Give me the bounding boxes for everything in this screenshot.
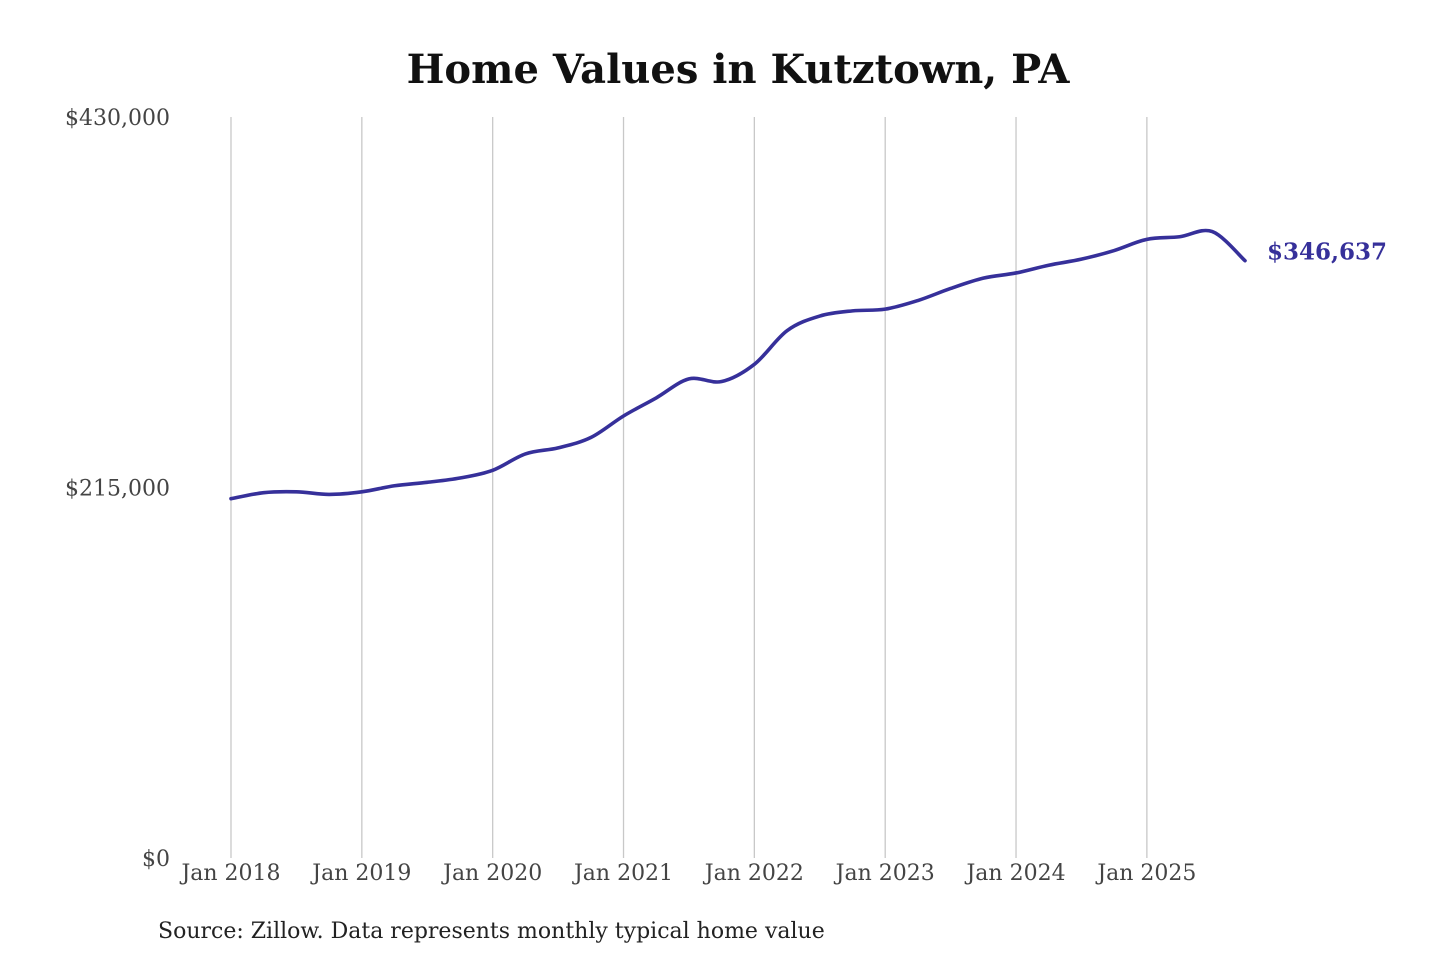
x-tick-label: Jan 2019 bbox=[310, 861, 411, 886]
x-tick-label: Jan 2024 bbox=[964, 861, 1065, 886]
data-point bbox=[393, 484, 397, 488]
end-value-label: $346,637 bbox=[1267, 239, 1387, 266]
data-point bbox=[1047, 263, 1051, 267]
data-point bbox=[949, 286, 953, 290]
data-point bbox=[556, 446, 560, 450]
data-point bbox=[785, 329, 789, 333]
series-line bbox=[229, 228, 1247, 501]
chart-title: Home Values in Kutztown, PA bbox=[407, 46, 1071, 93]
source-note: Source: Zillow. Data represents monthly … bbox=[158, 919, 825, 944]
data-point bbox=[1243, 259, 1247, 263]
data-point bbox=[458, 476, 462, 480]
data-point bbox=[1145, 237, 1149, 241]
data-point bbox=[850, 309, 854, 313]
data-point bbox=[1112, 249, 1116, 253]
data-point bbox=[229, 497, 233, 501]
grid-lines bbox=[230, 117, 1148, 858]
y-tick-label: $0 bbox=[142, 847, 170, 872]
data-point bbox=[262, 491, 266, 495]
data-point bbox=[1210, 230, 1214, 234]
data-point bbox=[294, 490, 298, 494]
y-axis-ticks: $0 $215,000 $430,000 bbox=[65, 106, 170, 872]
data-point bbox=[883, 307, 887, 311]
data-point bbox=[654, 396, 658, 400]
data-point bbox=[687, 377, 691, 381]
data-point bbox=[1079, 257, 1083, 261]
data-point bbox=[360, 490, 364, 494]
data-point bbox=[818, 314, 822, 318]
data-point bbox=[622, 414, 626, 418]
x-tick-label: Jan 2025 bbox=[1095, 861, 1196, 886]
x-tick-label: Jan 2018 bbox=[179, 861, 280, 886]
data-point bbox=[752, 362, 756, 366]
data-point bbox=[916, 299, 920, 303]
x-tick-label: Jan 2023 bbox=[834, 861, 935, 886]
data-point bbox=[1014, 271, 1018, 275]
data-point bbox=[491, 468, 495, 472]
x-axis-ticks: Jan 2018 Jan 2019 Jan 2020 Jan 2021 Jan 2022… bbox=[179, 861, 1196, 886]
x-tick-label: Jan 2022 bbox=[703, 861, 804, 886]
data-point bbox=[327, 492, 331, 496]
data-point bbox=[425, 480, 429, 484]
data-point bbox=[981, 276, 985, 280]
x-tick-label: Jan 2020 bbox=[441, 861, 542, 886]
series-layer: $346,637 bbox=[229, 228, 1387, 501]
y-tick-label: $430,000 bbox=[65, 106, 170, 131]
x-tick-label: Jan 2021 bbox=[572, 861, 673, 886]
data-point bbox=[589, 436, 593, 440]
data-point bbox=[1178, 235, 1182, 239]
y-tick-label: $215,000 bbox=[65, 477, 170, 502]
data-point bbox=[720, 380, 724, 384]
data-point bbox=[523, 452, 527, 456]
